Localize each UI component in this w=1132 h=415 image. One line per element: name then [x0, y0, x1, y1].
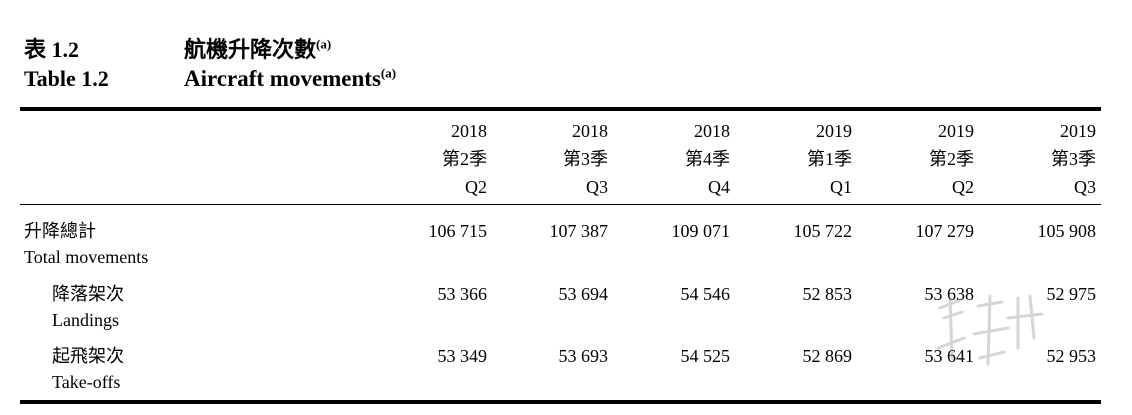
column-year: 2018 [694, 121, 730, 141]
column-header: 2018 第3季 Q3 [498, 117, 608, 201]
column-quarter-en: Q2 [952, 177, 974, 197]
table-cell: 52 853 [802, 284, 853, 304]
table-title: 表 1.2 航機升降次數(a) Table 1.2 Aircraft movem… [24, 32, 1104, 102]
row-label-zh: 降落架次 [52, 284, 124, 304]
column-year: 2019 [816, 121, 852, 141]
footnote-marker-en: (a) [380, 65, 397, 81]
column-quarter-en: Q3 [586, 177, 608, 197]
table-top-rule [20, 107, 1101, 111]
row-label-zh: 升降總計 [24, 221, 96, 241]
table-cell: 53 638 [924, 284, 975, 304]
column-quarter-zh: 第1季 [807, 149, 852, 169]
table-cell: 53 694 [558, 284, 609, 304]
table-cell: 109 071 [671, 221, 731, 241]
column-quarter-en: Q4 [708, 177, 730, 197]
column-quarter-zh: 第4季 [685, 149, 730, 169]
table-cell: 106 715 [428, 221, 488, 241]
table-cell: 105 908 [1037, 221, 1097, 241]
column-year: 2019 [938, 121, 974, 141]
title-row-english: Table 1.2 Aircraft movements(a) [24, 66, 1104, 102]
table-cell: 54 546 [680, 284, 731, 304]
row-label-en: Take-offs [52, 372, 121, 392]
table-title-zh: 航機升降次數(a) [184, 32, 331, 64]
table-title-en-text: Aircraft movements [184, 66, 381, 91]
table-cell: 105 722 [793, 221, 853, 241]
column-quarter-en: Q1 [830, 177, 852, 197]
column-quarter-zh: 第3季 [1051, 149, 1096, 169]
header-divider [20, 204, 1101, 205]
column-quarter-en: Q3 [1074, 177, 1096, 197]
row-label-en: Landings [52, 310, 119, 330]
table-cell: 52 953 [1046, 346, 1097, 366]
table-number-zh: 表 1.2 [24, 37, 80, 62]
column-header: 2018 第4季 Q4 [620, 117, 730, 201]
column-header: 2019 第3季 Q3 [986, 117, 1096, 201]
table-cell: 53 366 [437, 284, 488, 304]
table-cell: 52 975 [1046, 284, 1097, 304]
table-row-label: 升降總計 Total movements [24, 218, 148, 270]
table-bottom-rule [20, 400, 1101, 404]
table-row-label: 起飛架次 Take-offs [52, 343, 124, 395]
table-row-label: 降落架次 Landings [52, 281, 124, 333]
row-label-zh: 起飛架次 [52, 346, 124, 366]
column-quarter-en: Q2 [465, 177, 487, 197]
table-cell: 107 279 [915, 221, 975, 241]
column-header: 2019 第1季 Q1 [742, 117, 852, 201]
table-cell: 53 641 [924, 346, 975, 366]
table-title-en: Aircraft movements(a) [184, 66, 396, 92]
column-year: 2018 [451, 121, 487, 141]
table-cell: 54 525 [680, 346, 731, 366]
column-year: 2018 [572, 121, 608, 141]
row-label-en: Total movements [24, 247, 149, 267]
column-header: 2018 第2季 Q2 [377, 117, 487, 201]
table-cell: 52 869 [802, 346, 853, 366]
footnote-marker-zh: (a) [316, 36, 332, 52]
column-quarter-zh: 第2季 [929, 149, 974, 169]
table-number-en: Table 1.2 [24, 66, 109, 91]
table-title-zh-text: 航機升降次數 [184, 37, 317, 62]
table-cell: 53 693 [558, 346, 609, 366]
column-quarter-zh: 第2季 [442, 149, 487, 169]
column-quarter-zh: 第3季 [563, 149, 608, 169]
table-cell: 53 349 [437, 346, 488, 366]
title-row-chinese: 表 1.2 航機升降次數(a) [24, 32, 1104, 68]
column-year: 2019 [1060, 121, 1096, 141]
column-header: 2019 第2季 Q2 [864, 117, 974, 201]
table-cell: 107 387 [549, 221, 609, 241]
